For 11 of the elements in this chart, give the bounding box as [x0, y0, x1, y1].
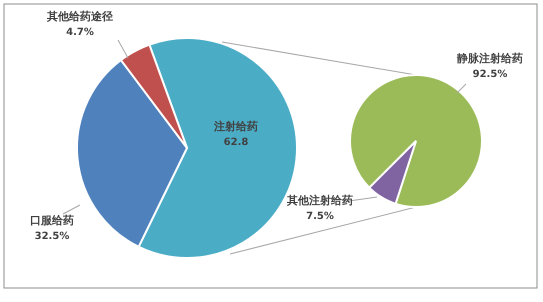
data-label: 32.5%: [34, 231, 70, 242]
slice-label: 注射给药: [213, 120, 258, 133]
slice-label: 口服给药: [30, 214, 74, 227]
slice-label: 静脉注射给药: [456, 52, 523, 65]
data-label: 7.5%: [306, 211, 334, 222]
data-label: 62.8: [224, 137, 248, 148]
pie-slice: [368, 140, 417, 205]
slice-label: 其他给药途径: [46, 10, 113, 23]
data-label: 4.7%: [66, 27, 94, 38]
data-label: 92.5%: [472, 69, 508, 80]
slice-label: 其他注射给药: [286, 194, 353, 207]
